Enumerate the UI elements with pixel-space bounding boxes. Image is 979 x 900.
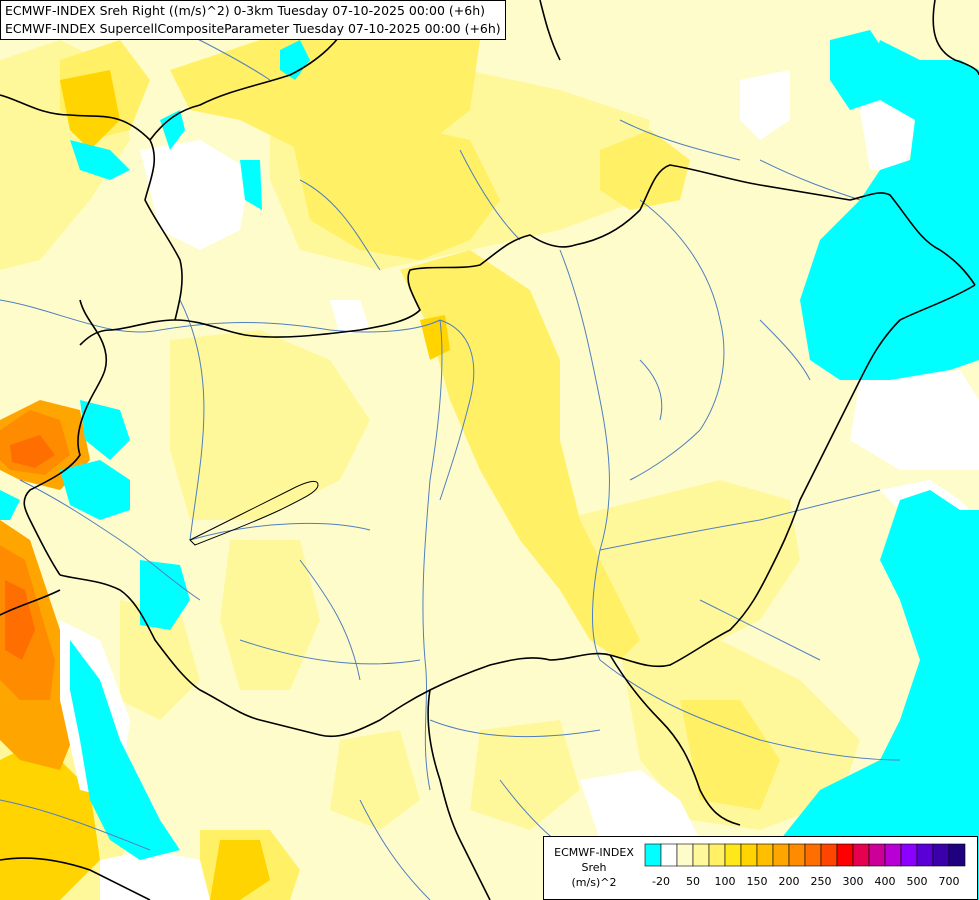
- legend-tick-label: 150: [747, 875, 768, 888]
- sreh-field-gold: [0, 70, 450, 900]
- legend-swatch: [788, 843, 806, 867]
- title-line-2: ECMWF-INDEX SupercellCompositeParameter …: [5, 21, 501, 36]
- legend-swatch: [948, 843, 966, 867]
- legend-swatch: [708, 843, 726, 867]
- legend-tick-label: 300: [843, 875, 864, 888]
- legend-swatch: [756, 843, 774, 867]
- legend-tick-label: 400: [875, 875, 896, 888]
- legend-swatch: [804, 843, 822, 867]
- legend-variable: Sreh: [581, 861, 607, 874]
- legend-tick-label: -20: [652, 875, 670, 888]
- legend-colorbar: -20 50 100 150 200 250 300 400 500 700: [644, 843, 966, 888]
- legend-units: (m/s)^2: [571, 876, 617, 889]
- title-line-1: ECMWF-INDEX Sreh Right ((m/s)^2) 0-3km T…: [5, 3, 485, 18]
- legend-tick-label: 100: [715, 875, 736, 888]
- title-box: ECMWF-INDEX Sreh Right ((m/s)^2) 0-3km T…: [0, 0, 506, 40]
- legend-tick-label: 500: [907, 875, 928, 888]
- rivers: [0, 19, 901, 900]
- legend-swatch: [900, 843, 918, 867]
- legend-swatch: [868, 843, 886, 867]
- legend-swatch: [724, 843, 742, 867]
- legend-tick-label: 50: [686, 875, 700, 888]
- legend-tick-label: 250: [811, 875, 832, 888]
- legend-source: ECMWF-INDEX: [554, 846, 634, 859]
- legend-tick-label: 700: [939, 875, 960, 888]
- sreh-field-red-orange: [5, 435, 55, 660]
- legend-swatch: [852, 843, 870, 867]
- legend-swatch: [660, 843, 678, 867]
- legend-label: ECMWF-INDEX Sreh (m/s)^2: [546, 845, 642, 890]
- legend-tick-label: 200: [779, 875, 800, 888]
- sreh-field-cyan: [0, 30, 979, 900]
- legend-swatch: [884, 843, 902, 867]
- lake-balaton: [189, 480, 319, 546]
- legend-swatch: [644, 843, 662, 867]
- legend: ECMWF-INDEX Sreh (m/s)^2 -20 50 100 150 200 2…: [543, 836, 978, 900]
- legend-swatch: [916, 843, 934, 867]
- legend-swatch: [740, 843, 758, 867]
- legend-swatch: [676, 843, 694, 867]
- legend-swatch: [932, 843, 950, 867]
- legend-swatch: [772, 843, 790, 867]
- legend-swatch: [836, 843, 854, 867]
- legend-swatch: [820, 843, 838, 867]
- legend-swatch: [692, 843, 710, 867]
